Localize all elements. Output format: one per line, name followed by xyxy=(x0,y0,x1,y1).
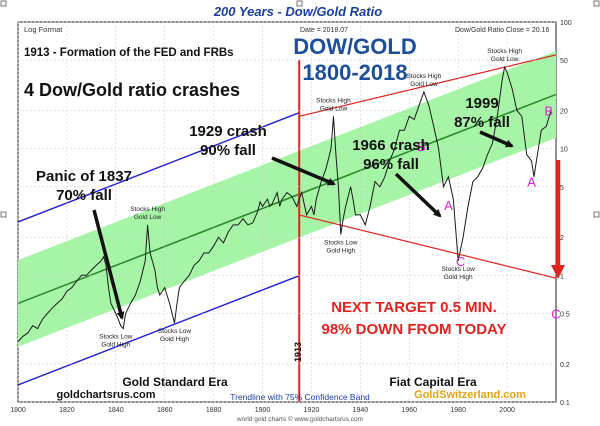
extreme-label-line2: Gold High xyxy=(101,342,130,349)
era-fiat-capital: Fiat Capital Era xyxy=(389,375,477,389)
y-tick-label: 50 xyxy=(560,58,568,65)
y-tick-label: 20 xyxy=(560,109,568,116)
x-tick-label: 1980 xyxy=(450,407,466,414)
extreme-label-line1: Stocks Low xyxy=(99,334,133,341)
x-tick-label: 1960 xyxy=(401,407,417,414)
point-marker-label: A xyxy=(444,198,453,213)
site-goldchartsrus: goldchartsrus.com xyxy=(56,389,155,401)
point-marker-label: B xyxy=(417,139,426,154)
resize-handle-top-right[interactable] xyxy=(593,0,600,7)
header-log-format: Log Format xyxy=(24,25,63,34)
extreme-label-line1: Stocks Low xyxy=(442,266,476,273)
arrow-1966 xyxy=(394,172,442,218)
point-marker-label: B xyxy=(544,104,553,119)
extreme-label-line1: Stocks Low xyxy=(158,328,192,335)
y-tick-label: 0.1 xyxy=(560,400,570,407)
note-1913-fed: 1913 - Formation of the FED and FRBs xyxy=(24,47,234,59)
extreme-label-line2: Gold High xyxy=(326,248,355,255)
fiat-channel-upper-line xyxy=(299,54,556,117)
grid-layer xyxy=(17,21,556,403)
resize-handle-right[interactable] xyxy=(593,211,600,218)
extreme-label-line1: Stocks High xyxy=(407,73,442,80)
extreme-label-line1: Stocks High xyxy=(316,97,351,104)
point-marker-label: A xyxy=(527,175,536,190)
resize-handle-top[interactable] xyxy=(296,0,303,7)
point-marker-label: C xyxy=(551,306,560,321)
x-tick-label: 2000 xyxy=(499,407,515,414)
extreme-label-line1: Stocks High xyxy=(130,206,165,213)
x-tick-label: 1820 xyxy=(59,407,75,414)
header-date: Date = 2018.07 xyxy=(300,27,348,34)
arrow-1929 xyxy=(271,156,336,186)
extreme-label-line2: Gold Low xyxy=(320,105,348,112)
extreme-label-line2: Gold High xyxy=(160,336,189,343)
big-title-years: 1800-2018 xyxy=(302,60,407,85)
crash-1837-title: Panic of 1837 xyxy=(36,168,132,185)
x-tick-label: 1940 xyxy=(353,407,369,414)
extreme-label-line2: Gold High xyxy=(444,274,473,281)
dow-gold-ratio-series xyxy=(18,65,552,342)
extreme-label-line2: Gold Low xyxy=(491,56,519,63)
headline-crashes: 4 Dow/Gold ratio crashes xyxy=(24,80,240,100)
y-tick-label: 2 xyxy=(560,235,564,242)
x-tick-label: 1880 xyxy=(206,407,222,414)
channel-lower-line xyxy=(18,275,300,386)
point-markers: A B C A B C xyxy=(417,104,561,322)
crash-1929-title: 1929 crash xyxy=(189,123,267,140)
x-tick-label: 1860 xyxy=(157,407,173,414)
x-tick-label: 1900 xyxy=(255,407,271,414)
extreme-label-line1: Stocks Low xyxy=(324,240,358,247)
crash-1966-fall: 96% fall xyxy=(363,156,419,173)
vline-1913-label: 1913 xyxy=(293,342,303,362)
y-tick-label: 100 xyxy=(560,20,572,27)
trendline-legend: Trendline with 75% Confidence Band xyxy=(230,392,370,402)
site-goldswitzerland: GoldSwitzerland.com xyxy=(414,389,526,401)
extreme-label-line1: Stocks High xyxy=(487,48,522,55)
target-line-1: NEXT TARGET 0.5 MIN. xyxy=(331,299,497,316)
resize-handle-top-left[interactable] xyxy=(0,0,7,7)
crash-1999-fall: 87% fall xyxy=(454,114,510,131)
era-gold-standard: Gold Standard Era xyxy=(122,375,228,389)
extreme-label-line2: Gold Low xyxy=(410,81,438,88)
extreme-label-line2: Gold Low xyxy=(134,214,162,221)
point-marker-label: C xyxy=(456,254,465,269)
y-tick-label: 1 xyxy=(560,273,564,280)
crash-1837-fall: 70% fall xyxy=(56,187,112,204)
footer-credit: world gold charts © www.goldchartsrus.co… xyxy=(236,415,363,423)
arrow-1999 xyxy=(479,130,514,148)
y-tick-label: 0.5 xyxy=(560,311,570,318)
x-tick-label: 1920 xyxy=(304,407,320,414)
y-tick-label: 10 xyxy=(560,147,568,154)
arrow-1837 xyxy=(92,209,125,320)
crash-1929-fall: 90% fall xyxy=(200,142,256,159)
big-title-dow-gold: DOW/GOLD xyxy=(293,34,416,59)
y-tick-label: 5 xyxy=(560,185,564,192)
channel-upper-line xyxy=(18,112,300,223)
y-tick-label: 0.2 xyxy=(560,362,570,369)
x-axis-ticks: 1800 1820 1840 1860 1880 1900 1920 1940 1960 1980… xyxy=(10,407,515,414)
header-close: Dow/Gold Ratio Close = 20.16 xyxy=(455,27,549,34)
target-line-2: 98% DOWN FROM TODAY xyxy=(321,321,506,338)
crash-1999-title: 1999 xyxy=(465,95,498,112)
y-axis-ticks: 100 50 20 10 5 2 1 0.5 0.2 0.1 xyxy=(560,20,572,407)
crash-1966-title: 1966 crash xyxy=(352,137,430,154)
x-tick-label: 1840 xyxy=(108,407,124,414)
x-tick-label: 1800 xyxy=(10,407,26,414)
resize-handle-left[interactable] xyxy=(0,211,7,218)
chart-title: 200 Years - Dow/Gold Ratio xyxy=(213,4,382,19)
